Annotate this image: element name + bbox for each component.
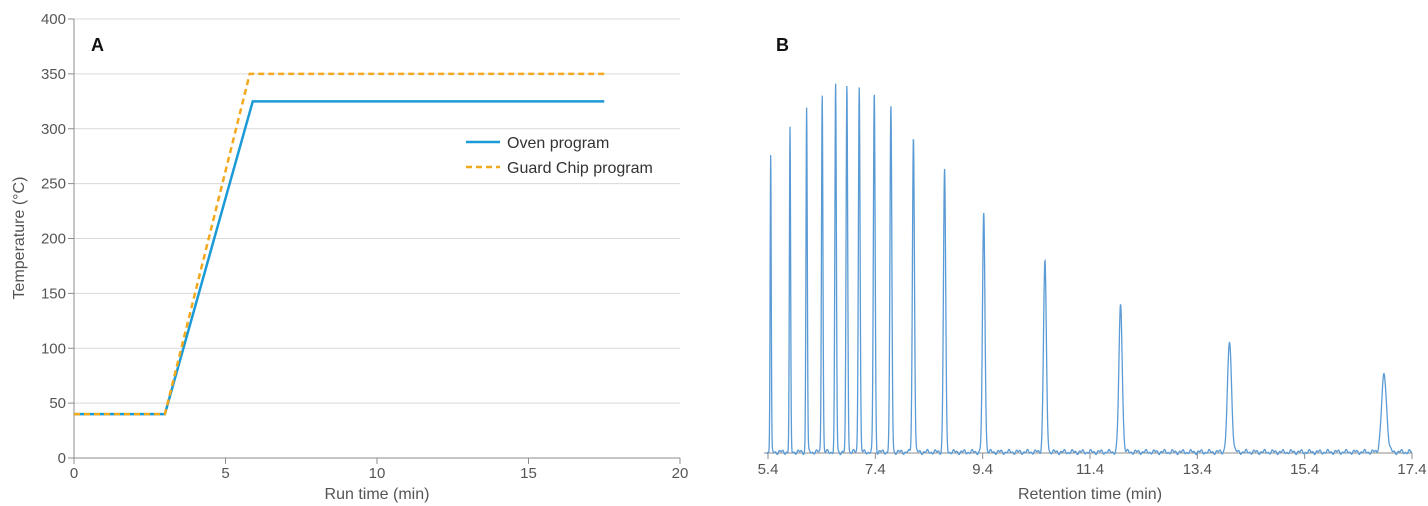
- panel-a-x-axis-title: Run time (min): [325, 486, 430, 503]
- panel-a-temperature-chart: 0 50 100 150 200 250 300 350 400 0 5 10 15 20 A Run …: [11, 11, 688, 503]
- x-tick-label-15: 15: [520, 465, 537, 482]
- panel-a-legend: Oven program Guard Chip program: [466, 135, 653, 177]
- panel-a-label: A: [91, 35, 104, 55]
- panel-b-label: B: [776, 35, 789, 55]
- b-x-tick-label-7.4: 7.4: [865, 461, 886, 478]
- b-x-tick-label-15.4: 15.4: [1290, 461, 1319, 478]
- x-tick-label-20: 20: [672, 465, 689, 482]
- panel-a-gridlines: [74, 18, 680, 404]
- y-tick-label-0: 0: [58, 450, 66, 467]
- panel-b-chromatogram: 5.4 7.4 9.4 11.4 13.4 15.4 17.4 B Retention ti…: [758, 35, 1427, 503]
- b-x-tick-label-9.4: 9.4: [972, 461, 993, 478]
- y-tick-label-200: 200: [41, 231, 66, 248]
- legend-label-guard-chip-program: Guard Chip program: [507, 160, 653, 177]
- b-x-tick-label-13.4: 13.4: [1183, 461, 1212, 478]
- y-tick-label-400: 400: [41, 11, 66, 28]
- x-tick-label-10: 10: [369, 465, 386, 482]
- y-tick-label-150: 150: [41, 285, 66, 302]
- x-tick-label-5: 5: [221, 465, 229, 482]
- y-tick-label-250: 250: [41, 176, 66, 193]
- y-tick-label-350: 350: [41, 66, 66, 83]
- panel-a-y-tick-labels: 0 50 100 150 200 250 300 350 400: [41, 11, 74, 467]
- y-tick-label-50: 50: [49, 395, 66, 412]
- panel-a-x-tick-labels: 0 5 10 15 20: [70, 458, 689, 482]
- b-x-tick-label-5.4: 5.4: [758, 461, 779, 478]
- b-x-tick-label-11.4: 11.4: [1076, 461, 1104, 478]
- panel-a-series: [74, 72, 605, 416]
- panel-b-x-tick-labels: 5.4 7.4 9.4 11.4 13.4 15.4 17.4: [758, 453, 1427, 478]
- x-tick-label-0: 0: [70, 465, 78, 482]
- chromatogram-trace: [766, 83, 1413, 456]
- panel-a-y-axis-title: Temperature (°C): [11, 177, 28, 300]
- b-x-tick-label-17.4: 17.4: [1397, 461, 1426, 478]
- y-tick-label-300: 300: [41, 121, 66, 138]
- panel-b-x-axis-title: Retention time (min): [1018, 486, 1162, 503]
- series-line-guard-chip-program: [74, 72, 605, 416]
- legend-label-oven-program: Oven program: [507, 135, 609, 152]
- y-tick-label-100: 100: [41, 340, 66, 357]
